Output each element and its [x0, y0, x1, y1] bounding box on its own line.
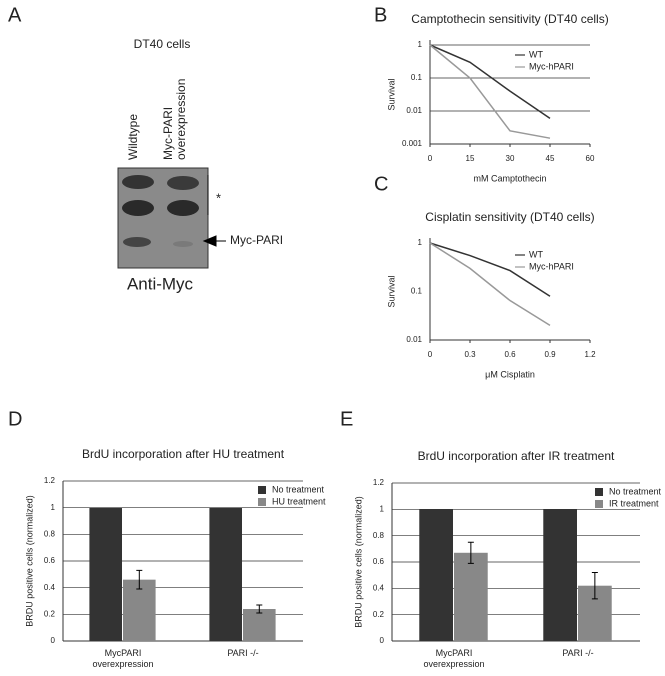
x-tick-label: 30	[506, 154, 515, 163]
x-tick-label: MycPARI overexpression	[92, 648, 154, 669]
panel-label: D	[8, 408, 22, 430]
series-line	[429, 44, 551, 139]
blot-title: DT40 cells	[134, 37, 191, 51]
asterisk: *	[216, 190, 221, 205]
x-tick-label: PARI -/-	[227, 648, 259, 658]
y-tick-label: 0.6	[44, 556, 56, 565]
lane-label: Wildtype	[126, 113, 140, 160]
y-tick-label: 1.2	[44, 476, 56, 485]
x-tick-label: 0	[428, 154, 433, 163]
legend-label: HU treatment	[272, 496, 326, 506]
y-tick-label: 1	[380, 504, 385, 513]
y-tick-label: 1	[418, 238, 423, 247]
error-bar	[467, 541, 474, 564]
bar	[543, 509, 577, 641]
bar	[89, 507, 122, 641]
error-bar	[256, 604, 263, 614]
band-label: Myc-PARI	[230, 233, 283, 247]
bar	[419, 509, 453, 641]
series-line	[429, 242, 551, 327]
bar	[243, 609, 276, 641]
y-tick-label: 0.2	[44, 609, 56, 618]
y-tick-label: 0.6	[373, 557, 385, 566]
x-tick-label: 0.9	[544, 350, 556, 359]
y-tick-label: 0.8	[373, 531, 385, 540]
legend-label: No treatment	[609, 486, 662, 496]
legend-label: WT	[529, 49, 543, 59]
chart-title: Cisplatin sensitivity (DT40 cells)	[425, 210, 594, 224]
y-axis-label: Survival	[386, 275, 396, 307]
x-axis-label: μM Cisplatin	[485, 369, 535, 379]
y-tick-label: 0.01	[406, 106, 422, 115]
x-tick-label: 45	[546, 154, 555, 163]
error-bar	[591, 572, 598, 600]
panel-label: E	[340, 408, 353, 430]
bar	[454, 552, 488, 641]
x-tick-label: 60	[586, 154, 595, 163]
legend-label: Myc-hPARI	[529, 261, 574, 271]
x-tick-label: PARI -/-	[562, 648, 594, 658]
blot-image	[117, 167, 209, 269]
legend-swatch	[258, 498, 266, 506]
y-tick-label: 0.4	[44, 583, 56, 592]
arrow	[202, 235, 226, 247]
panel-label: A	[8, 4, 22, 26]
y-tick-label: 0.4	[373, 583, 385, 592]
y-tick-label: 0	[380, 636, 385, 645]
y-tick-label: 1	[418, 40, 423, 49]
x-tick-label: 0	[428, 350, 433, 359]
y-tick-label: 0.2	[373, 610, 385, 619]
y-tick-label: 0	[51, 636, 56, 645]
y-tick-label: 0.01	[406, 335, 422, 344]
bar	[209, 507, 242, 641]
y-tick-label: 0.8	[44, 529, 56, 538]
y-tick-label: 1.2	[373, 478, 385, 487]
x-tick-label: MycPARI overexpression	[423, 648, 485, 669]
legend-swatch	[258, 486, 266, 494]
x-tick-label: 15	[466, 154, 475, 163]
legend-swatch	[595, 500, 603, 508]
legend-swatch	[595, 488, 603, 496]
x-tick-label: 1.2	[584, 350, 596, 359]
error-bar	[136, 569, 143, 590]
antibody-label: Anti-Myc	[127, 274, 194, 293]
y-tick-label: 0.1	[411, 287, 423, 296]
series-line	[429, 44, 551, 119]
chart-title: BrdU incorporation after IR treatment	[418, 449, 615, 463]
y-axis-label: BRDU positive cells (normalized)	[353, 496, 363, 628]
y-tick-label: 1	[51, 503, 56, 512]
series-line	[429, 242, 551, 297]
y-tick-label: 0.1	[411, 73, 423, 82]
panel-label: C	[374, 173, 388, 195]
y-axis-label: BRDU positive cells (normalized)	[24, 495, 34, 627]
y-axis-label: Survival	[386, 78, 396, 110]
legend-label: No treatment	[272, 484, 325, 494]
x-tick-label: 0.6	[504, 350, 516, 359]
y-tick-label: 0.001	[402, 139, 423, 148]
x-axis-label: mM Camptothecin	[473, 173, 546, 183]
legend-label: WT	[529, 249, 543, 259]
panel-label: B	[374, 4, 387, 26]
bar	[123, 579, 156, 641]
legend-label: Myc-hPARI	[529, 61, 574, 71]
x-tick-label: 0.3	[464, 350, 476, 359]
chart-title: Camptothecin sensitivity (DT40 cells)	[411, 12, 608, 26]
chart-title: BrdU incorporation after HU treatment	[82, 447, 285, 461]
lane-label: Myc-PARI overexpression	[161, 78, 188, 160]
legend-label: IR treatment	[609, 498, 659, 508]
